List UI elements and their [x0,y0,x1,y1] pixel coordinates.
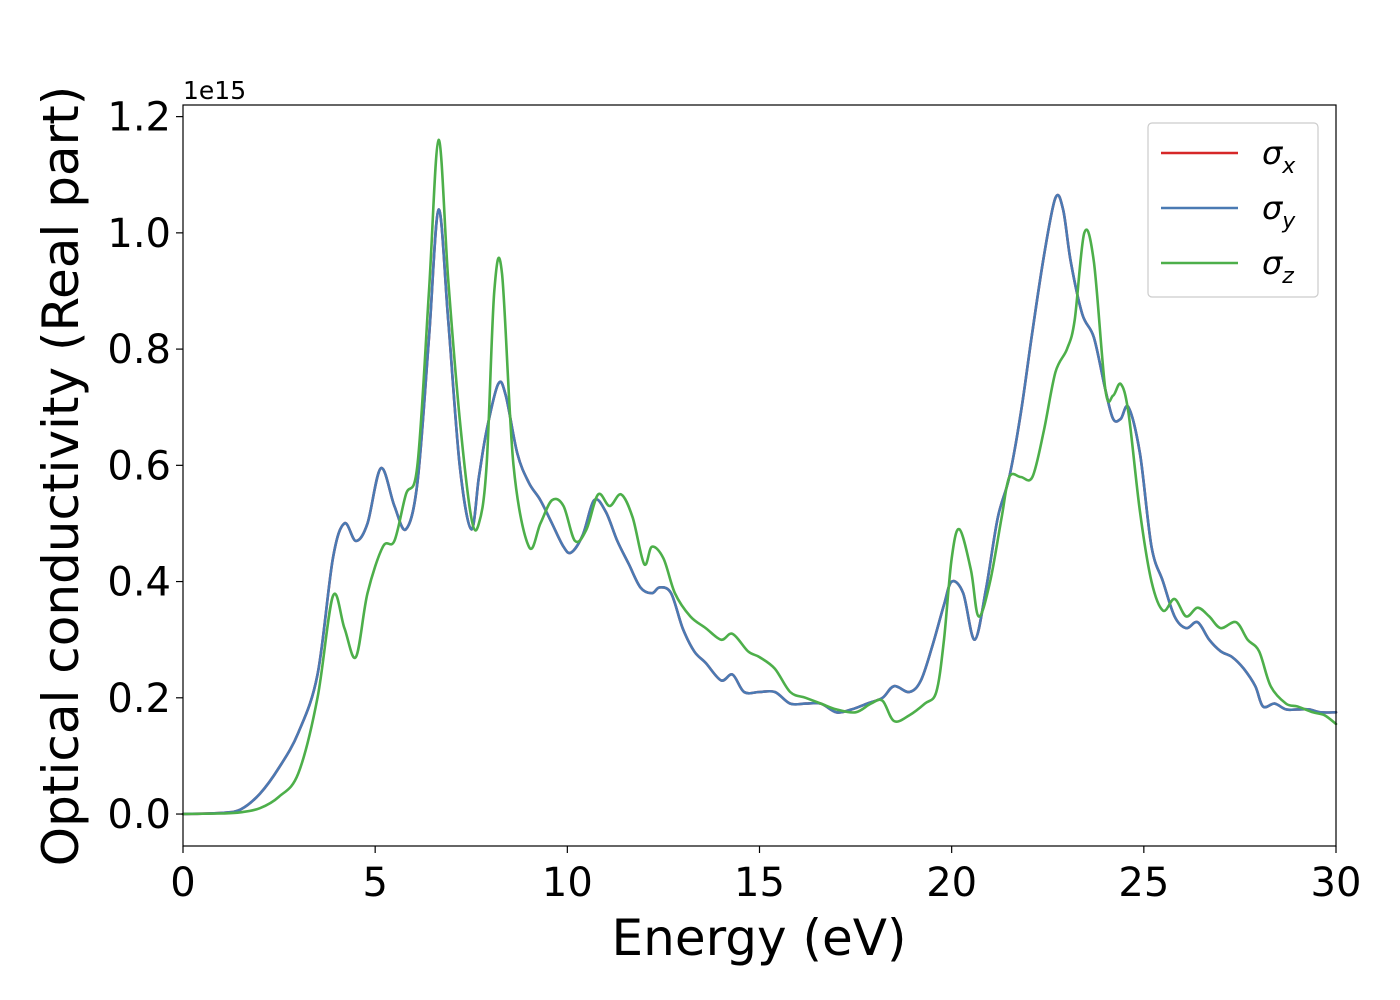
y-tick-label: 0.2 [107,676,171,722]
legend: σx σy σz [1147,122,1319,298]
y-offset-label: 1e15 [183,76,246,105]
legend-box [1147,122,1319,298]
y-tick-label: 0.4 [107,560,171,606]
y-tick-label: 1.0 [107,211,171,257]
y-tick-label: 0.8 [107,327,171,373]
series-layer [181,138,1338,816]
x-tick-label: 15 [734,860,785,906]
legend-label-y: σy [1262,189,1296,234]
y-tick-label: 1.2 [107,95,171,141]
x-tick-label: 0 [170,860,195,906]
y-tick-label: 0.6 [107,443,171,489]
series-line-y [181,193,1338,816]
y-axis-title: Optical conductivity (Real part) [32,86,90,867]
legend-label-z: σz [1262,244,1294,289]
y-axis-ticks: 0.0 0.2 0.4 0.6 0.8 1.0 1.2 [107,95,183,838]
series-line-z [181,138,1338,816]
x-axis-title: Energy (eV) [612,909,907,967]
x-tick-label: 10 [542,860,593,906]
x-tick-label: 30 [1311,860,1362,906]
x-axis-ticks: 0 5 10 15 20 25 30 [170,846,1361,906]
x-tick-label: 5 [362,860,387,906]
y-tick-label: 0.0 [107,792,171,838]
legend-label-x: σx [1262,134,1296,179]
x-tick-label: 20 [926,860,977,906]
x-tick-label: 25 [1118,860,1169,906]
